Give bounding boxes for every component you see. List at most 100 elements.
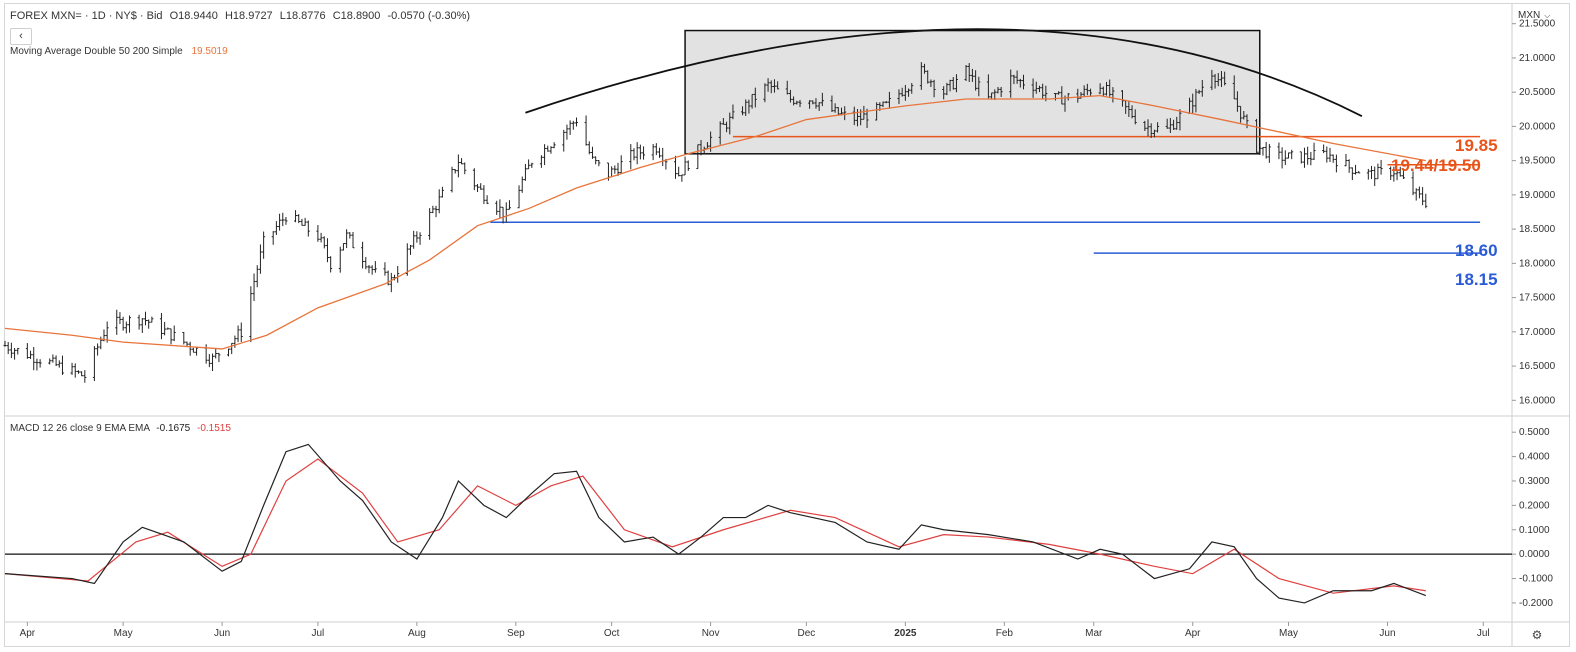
ohlc-bar [546, 145, 550, 152]
price-tick-label: 16.0000 [1519, 395, 1556, 406]
chevron-left-icon: ‹ [19, 30, 23, 42]
ohlc-bar [654, 143, 658, 156]
ohlc-bar [996, 86, 1000, 94]
ohlc-bar [587, 141, 591, 155]
ohlc-bar [594, 156, 598, 165]
ohlc-bar [325, 238, 329, 263]
ohlc-bar [1389, 166, 1393, 181]
ohlc-bar [1421, 187, 1425, 206]
ohlc-bar [543, 144, 547, 166]
currency-selector[interactable]: MXN ⌵ [1518, 10, 1550, 21]
ohlc-bar [1322, 144, 1326, 154]
ohlc-bar [721, 118, 725, 125]
ohlc-bar [440, 186, 444, 198]
ohlc-bar [1414, 188, 1418, 201]
ohlc-bar [635, 142, 639, 165]
ohlc-bar [1325, 146, 1329, 163]
ohlc-bar [1370, 165, 1374, 180]
ohlc-bar [811, 100, 815, 105]
ohlc-bar [434, 205, 438, 218]
ohlc-bar [1031, 78, 1035, 98]
ohlc-bar [1101, 86, 1105, 97]
ohlc-bar [785, 80, 789, 95]
ohlc-bar [1009, 69, 1013, 98]
ohlc-bar [1411, 171, 1415, 196]
level-label-19-85: 19.85 [1455, 136, 1498, 155]
ohlc-bar [278, 213, 282, 231]
ohlc-bar [629, 144, 633, 170]
ohlc-bar [798, 99, 802, 108]
collapse-legend-button[interactable]: ‹ [10, 28, 32, 45]
ohlc-bar [1143, 120, 1147, 131]
symbol-header: FOREX MXN= · 1D · NY$ · Bid O18.9440 H18… [10, 10, 474, 22]
ohlc-bar [338, 246, 342, 273]
macd-legend[interactable]: MACD 12 26 close 9 EMA EMA -0.1675 -0.15… [10, 423, 231, 434]
ohlc-bar [1156, 122, 1160, 133]
ohlc-bar [808, 100, 812, 109]
ohlc-bar [367, 264, 371, 274]
ohlc-bar [1194, 88, 1198, 113]
ohlc-bar [476, 184, 480, 192]
ohlc-bar [80, 371, 84, 377]
ohlc-bar [329, 256, 333, 273]
ohlc-bar [1306, 146, 1310, 165]
ohlc-bar [1239, 105, 1243, 123]
macd-legend-label: MACD 12 26 close 9 EMA EMA [10, 423, 150, 434]
ma-legend-value: 19.5019 [191, 46, 228, 57]
time-tick-label: Aug [408, 628, 426, 639]
ohlc-bar [38, 359, 42, 368]
ohlc-bar [1197, 89, 1201, 94]
ohlc-bar [964, 65, 968, 81]
ohlc-bar [29, 350, 33, 359]
ohlc-bar [862, 105, 866, 120]
ohlc-bar [763, 83, 767, 103]
ohlc-bar [348, 232, 352, 239]
ohlc-bar [833, 103, 837, 113]
ohlc-bar [507, 200, 511, 210]
ohlc-bar [297, 214, 301, 224]
ohlc-bar [610, 166, 614, 178]
ohlc-bar [159, 312, 163, 340]
ohlc-bar [70, 362, 74, 375]
time-tick-label: Apr [1185, 628, 1201, 639]
ohlc-bar [658, 147, 662, 158]
ohlc-bar [1149, 123, 1153, 138]
ohlc-bar [565, 124, 569, 140]
ohlc-bar [728, 112, 732, 135]
ohlc-bar [1267, 143, 1271, 163]
ma-legend[interactable]: Moving Average Double 50 200 Simple 19.5… [10, 46, 228, 57]
ohlc-bar [1255, 118, 1259, 154]
ohlc-bar [351, 232, 355, 249]
ohlc-bar [1041, 83, 1045, 99]
ohlc-bar [96, 343, 100, 356]
ohlc-bar [361, 241, 365, 269]
ohlc-bar [1146, 119, 1150, 137]
ohlc-bar [303, 217, 307, 226]
gear-icon[interactable]: ⚙ [1531, 628, 1543, 642]
ohlc-bar [887, 91, 891, 109]
ohlc-bar [495, 200, 499, 215]
ohlc-bar [1424, 193, 1428, 209]
price-tick-label: 20.5000 [1519, 87, 1556, 98]
ohlc-bar [597, 160, 601, 167]
ohlc-bar [1018, 78, 1022, 88]
ohlc-bar [316, 225, 320, 242]
time-tick-label: Mar [1085, 628, 1103, 639]
macd-tick-label: -0.1000 [1519, 574, 1553, 585]
ohlc-bar [217, 352, 221, 363]
ohlc-bar [1392, 166, 1396, 182]
price-tick-label: 19.5000 [1519, 156, 1556, 167]
ohlc-bar [418, 232, 422, 245]
ohlc-bar [584, 115, 588, 146]
ohlc-bar [897, 89, 901, 105]
ohlc-bar [1245, 114, 1249, 129]
ohlc-bar [1395, 170, 1399, 181]
macd-tick-label: 0.1000 [1519, 525, 1550, 536]
macd-value: -0.1675 [156, 423, 191, 434]
ohlc-bar [792, 96, 796, 106]
macd-tick-label: -0.2000 [1519, 598, 1553, 609]
ohlc-bar [776, 81, 780, 90]
ohlc-bar [389, 272, 393, 293]
ohlc-bar [150, 316, 154, 323]
